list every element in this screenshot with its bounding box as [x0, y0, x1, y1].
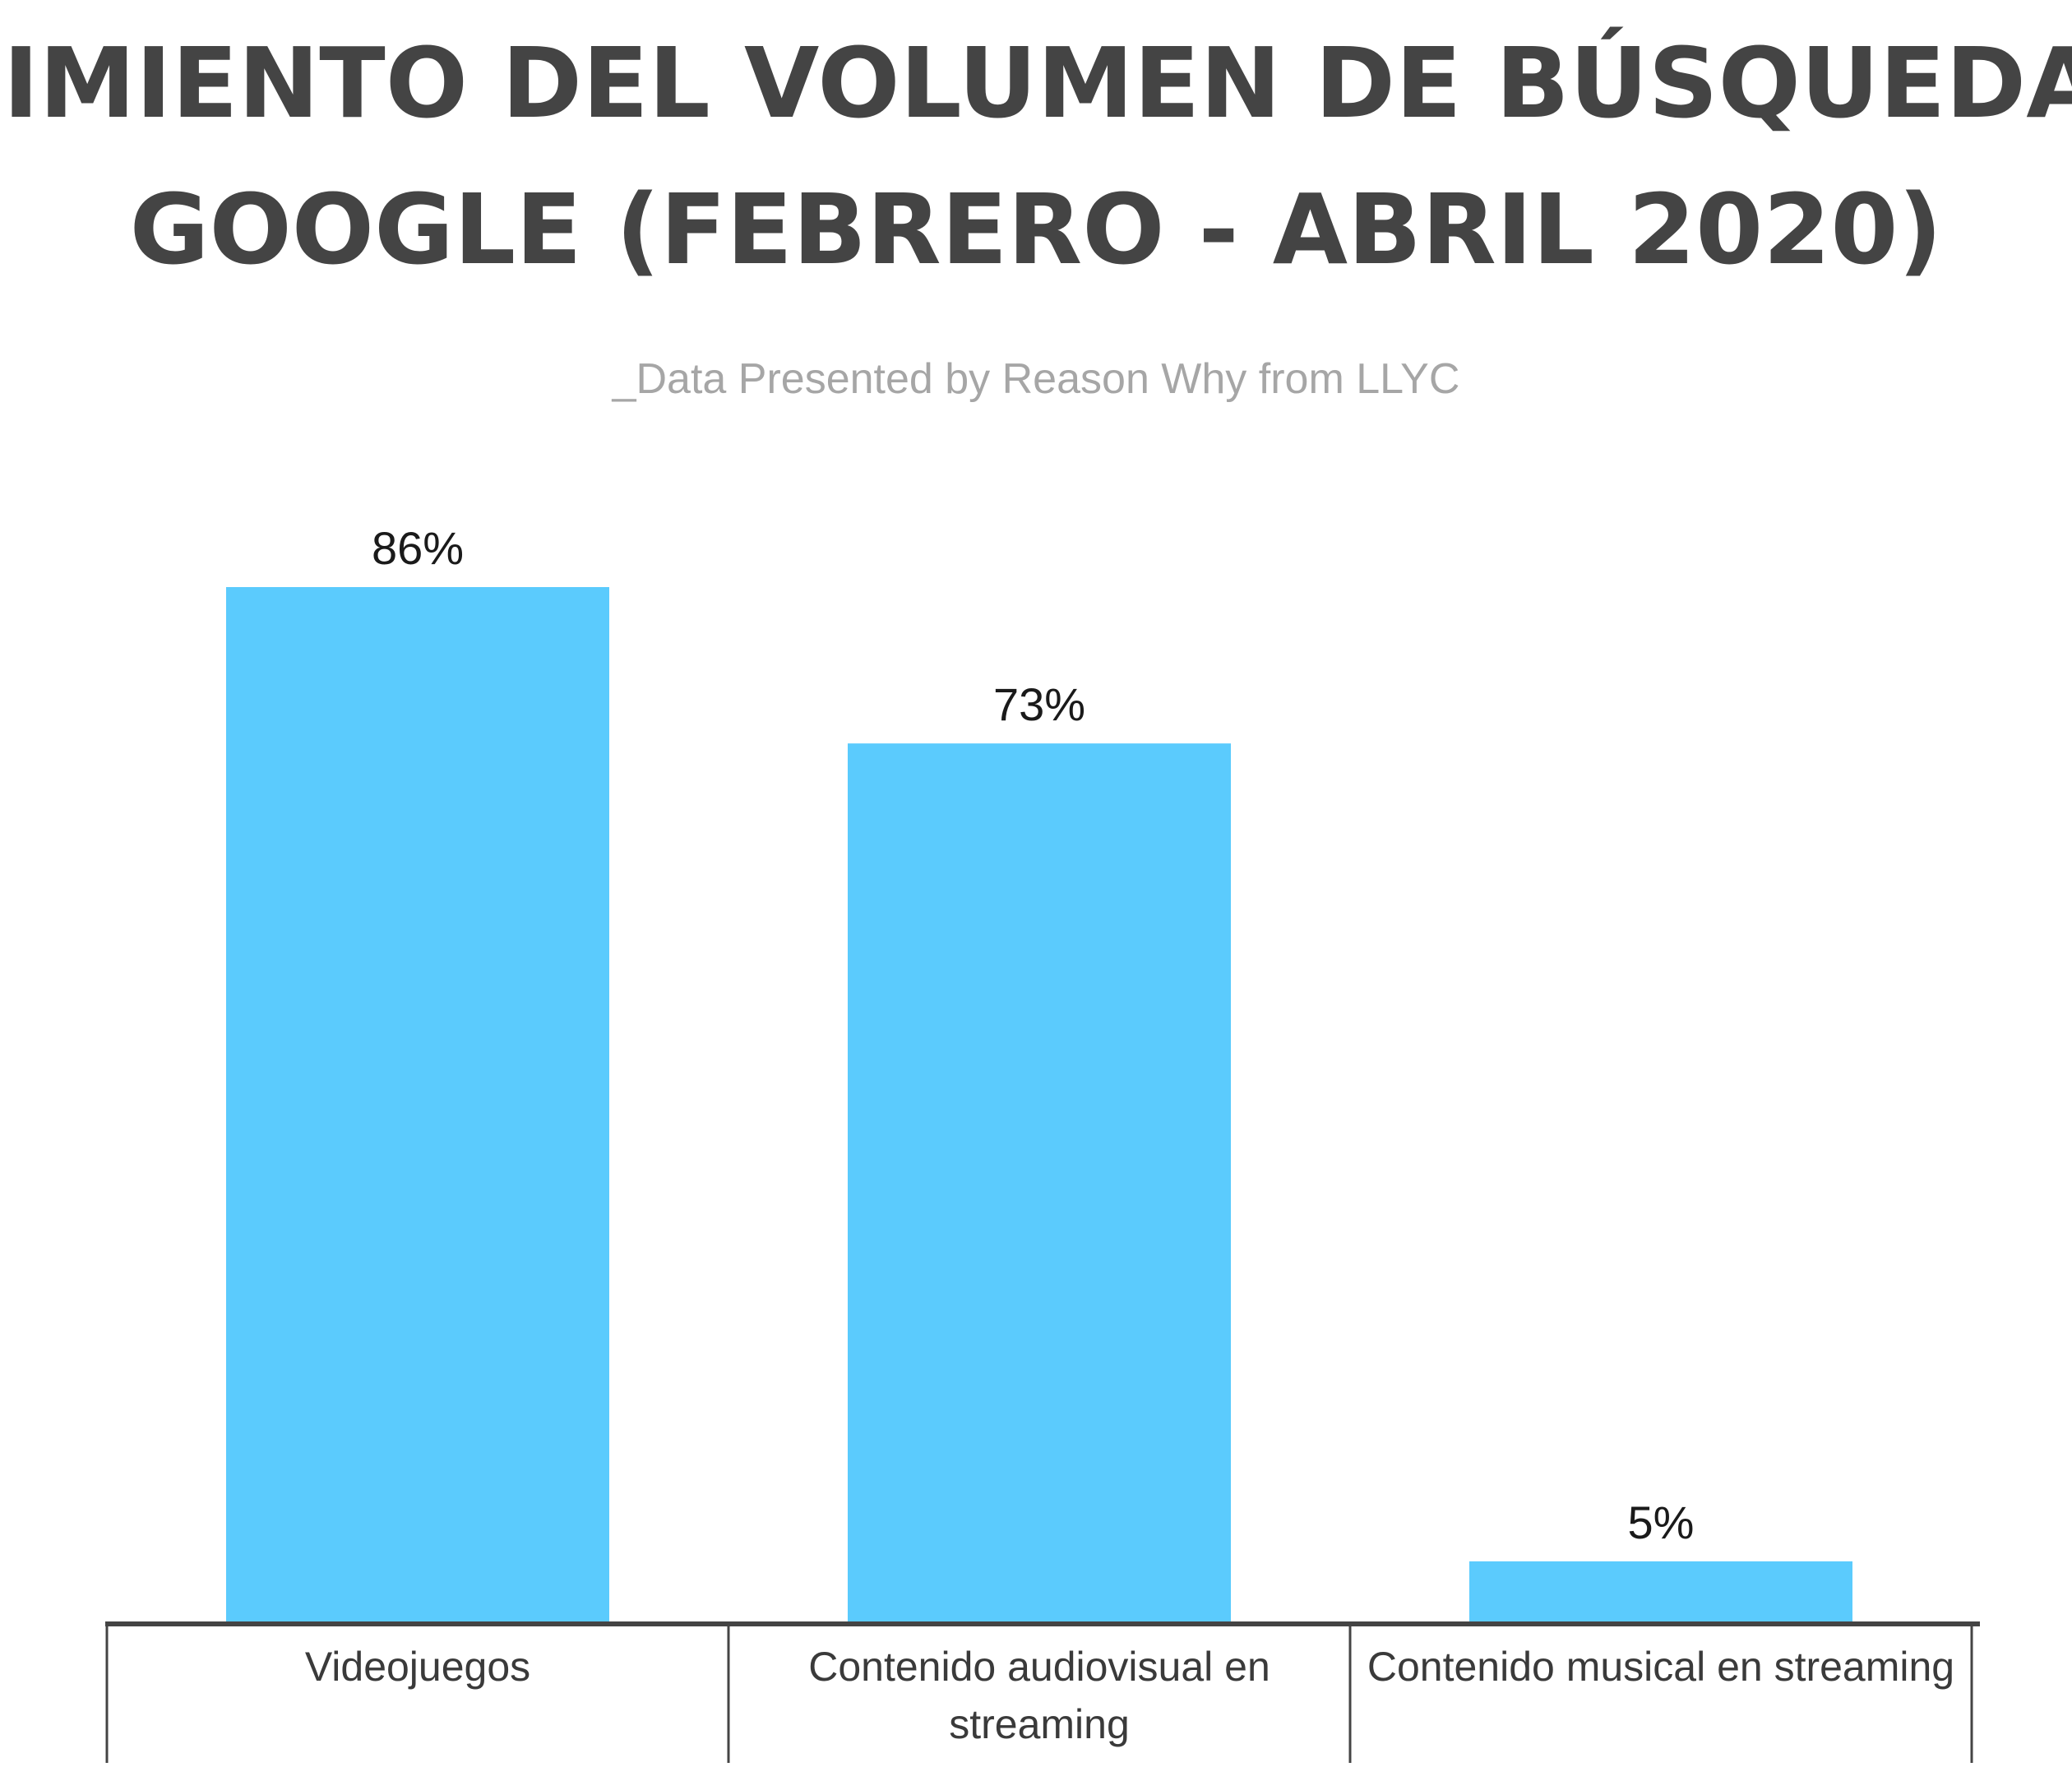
- category-label-1-line-1: streaming: [949, 1701, 1130, 1747]
- data-label-0: 86%: [372, 522, 464, 574]
- chart-title-line-1: CRECIMIENTO DEL VOLUMEN DE BÚSQUEDAS EN: [0, 26, 2072, 140]
- category-label-0: Videojuegos: [305, 1644, 530, 1690]
- bar-2: [1469, 1561, 1852, 1621]
- chart-subtitle: _Data Presented by Reason Why from LLYC: [612, 355, 1460, 403]
- x-axis: [105, 1621, 1980, 1763]
- category-label-2: Contenido musical en streaming: [1367, 1644, 1954, 1690]
- chart-title-line-2: GOOGLE (FEBRERO - ABRIL 2020): [130, 173, 1943, 286]
- data-label-1: 73%: [993, 678, 1085, 730]
- data-labels-group: 86% 73% 5%: [372, 522, 1695, 1548]
- bars-group: [226, 587, 1852, 1621]
- bar-1: [848, 743, 1231, 1621]
- category-label-1-line-0: Contenido audiovisual en: [808, 1644, 1270, 1690]
- bar-0: [226, 587, 609, 1621]
- category-labels-group: Videojuegos Contenido audiovisual en strea…: [305, 1644, 1954, 1747]
- data-label-2: 5%: [1628, 1496, 1695, 1548]
